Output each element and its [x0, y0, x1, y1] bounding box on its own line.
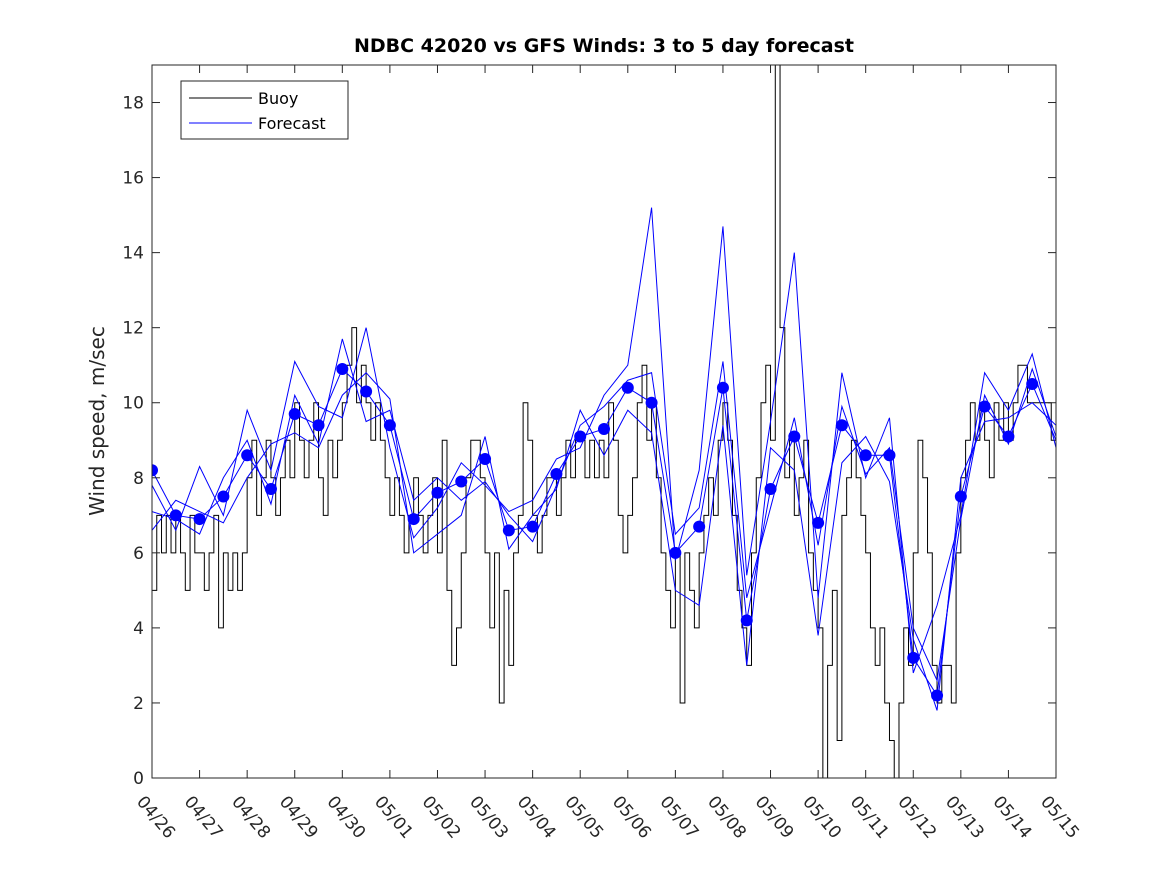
forecast-marker: [716, 381, 729, 394]
forecast-marker: [907, 651, 920, 664]
forecast-marker: [859, 449, 872, 462]
y-tick-label: 16: [122, 169, 144, 189]
forecast-marker: [479, 453, 492, 466]
chart-title: NDBC 42020 vs GFS Winds: 3 to 5 day fore…: [354, 35, 854, 57]
forecast-marker: [383, 419, 396, 432]
forecast-marker: [883, 449, 896, 462]
y-tick-label: 0: [133, 769, 144, 789]
forecast-marker: [931, 689, 944, 702]
y-tick-label: 10: [122, 394, 144, 414]
forecast-marker: [336, 362, 349, 375]
forecast-marker: [193, 513, 206, 526]
forecast-marker: [241, 449, 254, 462]
legend-box: [180, 80, 349, 140]
forecast-marker: [740, 614, 753, 627]
forecast-marker: [264, 483, 277, 496]
forecast-marker: [788, 430, 801, 443]
forecast-marker: [217, 490, 230, 503]
forecast-marker: [1002, 430, 1015, 443]
legend-label-forecast: Forecast: [258, 114, 326, 133]
forecast-marker: [764, 483, 777, 496]
forecast-marker: [407, 513, 420, 526]
forecast-marker: [455, 475, 468, 488]
y-tick-label: 18: [122, 94, 144, 114]
forecast-marker: [288, 407, 301, 420]
series-line-buoy: [152, 65, 1056, 778]
y-tick-label: 4: [133, 619, 144, 639]
forecast-marker: [431, 486, 444, 499]
forecast-marker: [502, 524, 515, 537]
forecast-marker: [152, 464, 158, 477]
series-line-forecast-3: [152, 372, 1056, 711]
y-tick-label: 6: [133, 544, 144, 564]
y-tick-label: 12: [122, 319, 144, 339]
forecast-marker: [1026, 377, 1039, 390]
forecast-marker: [360, 385, 373, 398]
forecast-marker: [312, 419, 325, 432]
forecast-marker: [669, 546, 682, 559]
legend: Buoy Forecast: [180, 80, 349, 140]
forecast-marker: [169, 509, 182, 522]
forecast-marker: [621, 381, 634, 394]
forecast-marker: [954, 490, 967, 503]
y-axis-label: Wind speed, m/sec: [85, 326, 109, 516]
forecast-marker: [526, 520, 539, 533]
forecast-marker: [645, 396, 658, 409]
y-tick-label: 14: [122, 244, 144, 264]
forecast-marker: [598, 423, 610, 436]
forecast-marker: [835, 419, 848, 432]
forecast-marker: [574, 430, 587, 443]
plot-area-frame: [151, 64, 1057, 779]
forecast-marker: [550, 468, 563, 481]
forecast-marker: [812, 516, 825, 529]
series-line-forecast-4: [152, 338, 1056, 683]
forecast-marker: [693, 520, 706, 533]
y-tick-label: 2: [133, 694, 144, 714]
y-tick-label: 8: [133, 469, 144, 489]
legend-label-buoy: Buoy: [258, 89, 298, 108]
forecast-marker: [978, 400, 991, 413]
